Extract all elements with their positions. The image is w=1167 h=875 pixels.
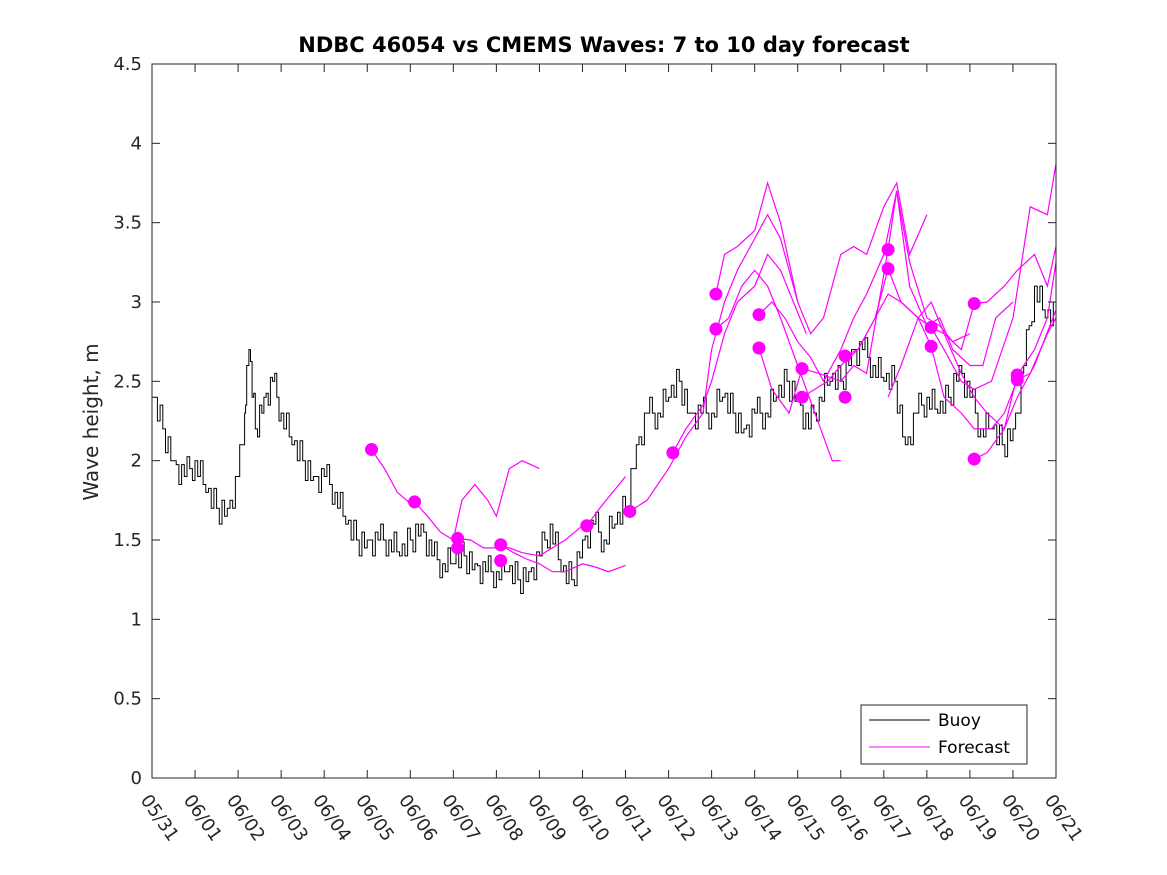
- series-forecast-line: [672, 253, 807, 453]
- legend: Buoy Forecast: [860, 704, 1028, 765]
- series-forecast-line: [457, 525, 583, 557]
- y-tick-label: 0.5: [113, 689, 142, 710]
- forecast-start-marker: [451, 541, 465, 555]
- legend-forecast-label: Forecast: [938, 738, 1010, 758]
- forecast-start-marker: [365, 443, 379, 457]
- chart-title: NDBC 46054 vs CMEMS Waves: 7 to 10 day f…: [298, 33, 909, 57]
- forecast-start-marker: [1010, 373, 1024, 387]
- y-tick-label: 2.5: [113, 371, 142, 392]
- series-forecast-line: [414, 460, 540, 541]
- y-tick-label: 4.5: [113, 54, 142, 75]
- forecast-start-marker: [709, 322, 723, 336]
- y-tick-label: 1.5: [113, 530, 142, 551]
- forecast-start-marker: [795, 362, 809, 376]
- series-forecast-line: [500, 544, 626, 573]
- forecast-start-marker: [709, 287, 723, 301]
- y-tick-label: 0: [131, 768, 142, 789]
- series-buoy-line: [152, 285, 1057, 594]
- forecast-start-marker: [580, 519, 594, 533]
- forecast-start-marker: [795, 390, 809, 404]
- forecast-start-marker: [838, 349, 852, 363]
- forecast-start-marker: [881, 262, 895, 276]
- y-axis-label: Wave height, m: [79, 343, 103, 500]
- forecast-start-marker: [494, 538, 508, 552]
- series-forecast-line: [887, 300, 1057, 430]
- y-tick-label: 3.5: [113, 213, 142, 234]
- y-tick-label: 4: [131, 133, 142, 154]
- forecast-start-marker: [881, 243, 895, 257]
- forecast-start-marker: [967, 452, 981, 466]
- series-forecast-line: [758, 190, 1014, 415]
- series-forecast-line: [715, 269, 841, 462]
- series-forecast-line: [930, 246, 1057, 351]
- forecast-start-marker: [408, 495, 422, 509]
- forecast-start-marker: [924, 320, 938, 334]
- y-tick-label: 2: [131, 451, 142, 472]
- forecast-start-marker: [752, 341, 766, 355]
- y-tick-label: 1: [131, 609, 142, 630]
- forecast-start-marker: [752, 308, 766, 322]
- y-tick-label: 3: [131, 292, 142, 313]
- forecast-start-marker: [838, 390, 852, 404]
- axes-frame: [151, 63, 1057, 779]
- forecast-start-marker: [666, 446, 680, 460]
- legend-buoy-label: Buoy: [938, 711, 981, 731]
- series-forecast-line: [801, 163, 1057, 398]
- forecast-start-marker: [967, 297, 981, 311]
- legend-box: [860, 704, 1028, 765]
- forecast-start-marker: [924, 339, 938, 353]
- forecast-start-marker: [623, 504, 637, 518]
- series-forecast-line: [844, 266, 1057, 430]
- plot-area: [152, 163, 1057, 594]
- forecast-start-marker: [451, 531, 465, 545]
- series-forecast-line: [715, 180, 928, 335]
- forecast-start-marker: [494, 554, 508, 568]
- series-forecast-line: [586, 476, 626, 527]
